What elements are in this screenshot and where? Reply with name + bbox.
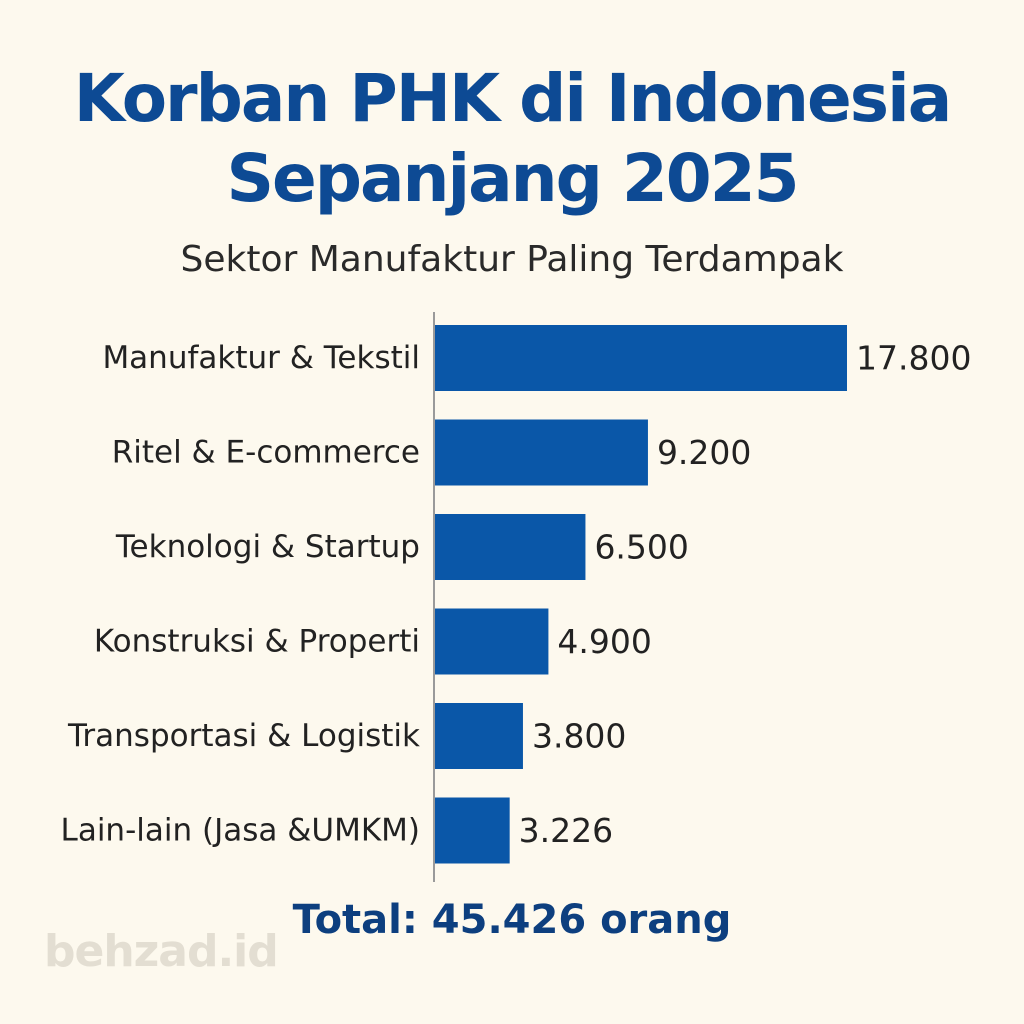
bar [435, 797, 510, 864]
chart-title-line-1: Korban PHK di Indonesia [73, 60, 953, 137]
value-label: 17.800 [856, 339, 971, 378]
category-label: Manufaktur & Tekstil [102, 340, 420, 376]
bar-chart: Manufaktur & Tekstil 17.800 Ritel & E-comm… [61, 312, 971, 882]
category-label: Konstruksi & Properti [94, 624, 420, 660]
category-label: Transportasi & Logistik [67, 718, 420, 754]
bar [435, 419, 648, 486]
bar [435, 703, 523, 769]
category-label: Teknologi & Startup [115, 529, 420, 565]
watermark-logo: behzad.id [44, 926, 279, 977]
category-label: Ritel & E-commerce [112, 435, 420, 471]
bar [435, 608, 549, 675]
value-label: 6.500 [594, 528, 688, 567]
category-label: Lain-lain (Jasa &UMKM) [61, 813, 420, 849]
value-label: 3.226 [519, 811, 613, 850]
value-label: 3.800 [532, 717, 626, 756]
bar [435, 325, 847, 391]
value-label: 4.900 [557, 622, 651, 661]
chart-title-line-2: Sepanjang 2025 [226, 140, 799, 217]
value-label: 9.200 [657, 433, 751, 472]
chart-subtitle: Sektor Manufaktur Paling Terdampak [180, 239, 844, 280]
total-label: Total: 45.426 orang [292, 897, 732, 943]
bar [435, 514, 586, 580]
